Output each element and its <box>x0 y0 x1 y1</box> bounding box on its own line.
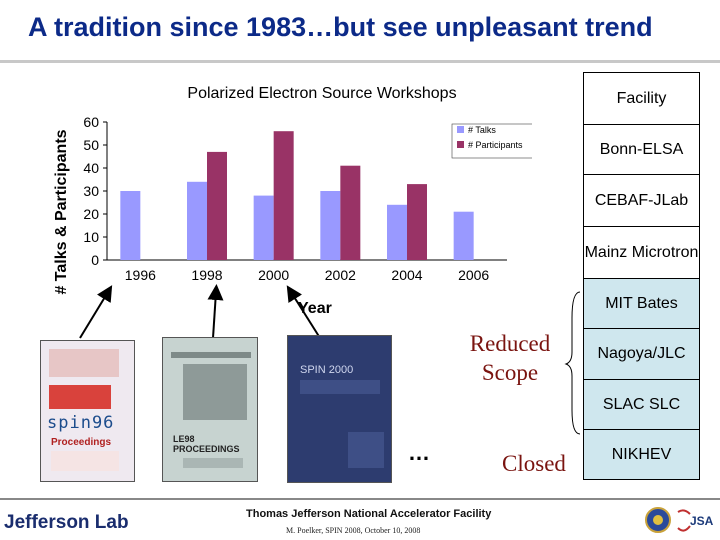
cover-spin96: spin96 Proceedings <box>40 340 135 482</box>
arrow-1996 <box>79 285 113 339</box>
table-row-mit: MIT Bates <box>583 278 700 329</box>
cover-spin2000-title: SPIN 2000 <box>300 364 354 376</box>
table-header: Facility <box>583 72 700 125</box>
bar-talks <box>320 191 341 260</box>
y-axis-label: # Talks & Participants <box>53 129 70 294</box>
jsa-logo-icon <box>677 509 691 532</box>
legend-box <box>451 123 532 159</box>
bar-talks <box>187 181 207 260</box>
bar-talks <box>453 211 474 260</box>
bar-participants <box>273 131 294 260</box>
y-tick-label: 10 <box>83 229 99 245</box>
y-tick-label: 60 <box>83 114 99 130</box>
legend-label: # Talks <box>468 125 496 135</box>
y-tick-label: 0 <box>91 252 99 268</box>
x-tick-label: 2002 <box>325 267 356 283</box>
x-tick-label: 1996 <box>125 267 156 283</box>
y-tick-label: 30 <box>83 183 99 199</box>
ellipsis: … <box>408 440 430 465</box>
cover-le98-title: LE98 PROCEEDINGS <box>173 434 240 454</box>
cover-spin96-sub: Proceedings <box>51 437 112 448</box>
table-row-nagoya: Nagoya/JLC <box>583 328 700 380</box>
chart-axes: 0 10 20 30 40 50 60 1996 1998 2000 2002 2004 2006 <box>83 114 507 283</box>
table-row-bonn: Bonn-ELSA <box>583 124 700 175</box>
cover-spin96-title: spin96 <box>47 413 115 433</box>
table-row-nikhev: NIKHEV <box>583 429 700 480</box>
title-divider <box>0 60 720 63</box>
reduced-scope-label: Reduced Scope <box>469 331 551 385</box>
y-tick-label: 50 <box>83 137 99 153</box>
jefferson-lab-logo: Jefferson Lab <box>4 512 129 533</box>
bar-participants <box>340 165 361 260</box>
lab-name: Thomas Jefferson National Accelerator Fa… <box>246 508 492 520</box>
brace-reduced-scope <box>564 291 581 435</box>
legend-label: # Participants <box>468 140 523 150</box>
bar-participants <box>207 151 227 260</box>
arrow-1998 <box>207 284 224 339</box>
x-tick-label: 2004 <box>391 267 422 283</box>
y-tick-label: 20 <box>83 206 99 222</box>
slide-title: A tradition since 1983…but see unpleasan… <box>28 12 653 42</box>
cover-spin2000: SPIN 2000 <box>287 335 392 483</box>
chart-bars <box>120 131 474 260</box>
legend-swatch <box>457 126 464 133</box>
red-graphic-icon <box>49 385 111 409</box>
x-tick-label: 2000 <box>258 267 289 283</box>
legend-swatch <box>457 141 464 148</box>
footer-divider <box>0 498 720 500</box>
closed-label: Closed <box>502 451 566 476</box>
footer-logos: JSA <box>645 507 714 533</box>
jsa-logo-text: JSA <box>690 514 714 528</box>
bar-participants <box>407 184 427 260</box>
chart-title: Polarized Electron Source Workshops <box>187 85 456 102</box>
x-tick-label: 1998 <box>191 267 222 283</box>
chart-legend: # Talks # Participants <box>451 123 532 159</box>
footer-credit: M. Poelker, SPIN 2008, October 10, 2008 <box>286 526 421 535</box>
x-tick-label: 2006 <box>458 267 489 283</box>
table-row-slac: SLAC SLC <box>583 379 700 430</box>
cover-le98: LE98 PROCEEDINGS <box>162 337 258 482</box>
x-axis-label: Year <box>298 300 332 317</box>
bar-chart: Polarized Electron Source Workshops 0 10 2… <box>53 85 532 295</box>
y-tick-label: 40 <box>83 160 99 176</box>
bar-talks <box>120 191 141 260</box>
bar-talks <box>387 204 407 260</box>
table-row-mainz: Mainz Microtron <box>583 226 700 279</box>
table-row-cebaf: CEBAF-JLab <box>583 174 700 227</box>
building-image-icon <box>183 364 247 420</box>
bar-talks <box>253 195 274 260</box>
arrow-2000 <box>286 285 321 339</box>
